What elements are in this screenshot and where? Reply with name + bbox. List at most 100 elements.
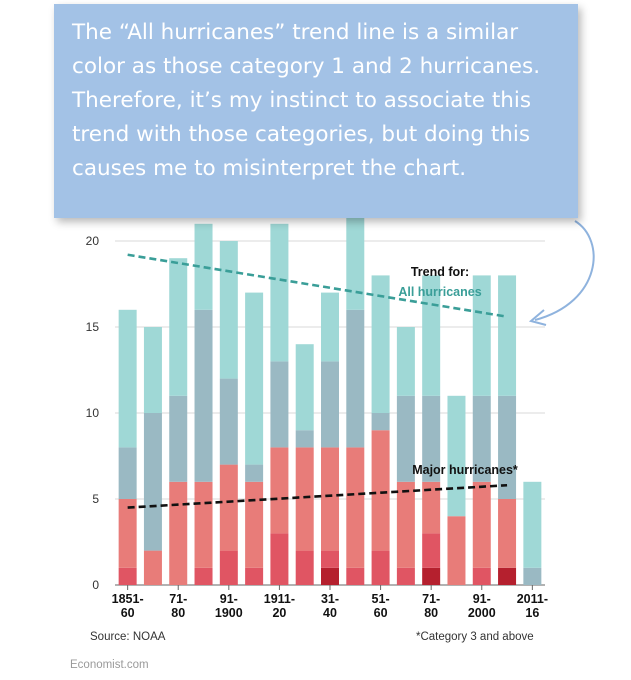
bar-segment xyxy=(219,241,238,379)
bar-segment xyxy=(472,567,491,585)
bar-segment xyxy=(321,567,339,585)
bar-segment xyxy=(143,327,162,413)
bar-segment xyxy=(447,395,466,517)
trend-label-all-hurricanes: All hurricanes xyxy=(398,285,481,299)
bar-segment xyxy=(194,223,213,310)
bar-segment xyxy=(270,361,289,448)
bar-segment xyxy=(321,292,339,362)
bar-segment xyxy=(498,499,517,568)
x-tick-label: 60 xyxy=(374,606,388,620)
callout-text: The “All hurricanes” trend line is a sim… xyxy=(72,20,541,181)
bar-segment xyxy=(295,447,314,551)
y-axis-labels: 0 5 10 15 20 xyxy=(86,234,100,592)
bar-segment xyxy=(143,550,162,585)
x-tick-label: 80 xyxy=(171,606,185,620)
bar-segment xyxy=(422,395,441,482)
bar-segment xyxy=(523,481,542,568)
bar-segment xyxy=(245,481,264,568)
bar-segment xyxy=(498,567,517,585)
bar-segment xyxy=(295,344,314,431)
bar-segment xyxy=(295,430,314,448)
bar-segment xyxy=(472,275,491,396)
bar-segment xyxy=(472,481,491,568)
bar-segment xyxy=(396,395,415,482)
bar-segment xyxy=(371,275,390,413)
x-tick-label: 2000 xyxy=(468,606,496,620)
bar-segment xyxy=(498,275,517,396)
y-tick-label: 10 xyxy=(86,406,100,420)
bar-segment xyxy=(346,447,365,568)
bar-segment xyxy=(523,567,542,585)
bar-segment xyxy=(219,464,238,551)
bar-segment xyxy=(194,567,213,585)
x-tick-label: 2011- xyxy=(517,592,548,606)
bar-segment xyxy=(194,309,213,482)
x-tick-label: 31- xyxy=(321,592,339,606)
bar-segment xyxy=(346,206,365,310)
bar-segment xyxy=(270,223,289,362)
bar-segment xyxy=(169,481,188,585)
bar-segment xyxy=(321,447,339,551)
x-tick-label: 1900 xyxy=(215,606,243,620)
bar-segment xyxy=(472,395,491,482)
x-tick-label: 1851- xyxy=(112,592,144,606)
y-tick-label: 0 xyxy=(92,578,99,592)
x-tick-label: 40 xyxy=(323,606,337,620)
x-tick-label: 1911- xyxy=(264,592,295,606)
x-tick-label: 91- xyxy=(473,592,491,606)
bar-segment xyxy=(143,413,162,551)
bar-segment xyxy=(371,413,390,431)
trend-label-prefix: Trend for: xyxy=(411,265,469,279)
bar-segment xyxy=(396,567,415,585)
x-tick-label: 51- xyxy=(372,592,390,606)
bar-segment xyxy=(371,430,390,551)
bar-segment xyxy=(346,567,365,585)
bar-segment xyxy=(396,481,415,568)
callout-arrow xyxy=(534,220,595,321)
source-note: Source: NOAA xyxy=(90,631,166,643)
x-tick-label: 60 xyxy=(121,606,135,620)
trend-label-major-hurricanes: Major hurricanes* xyxy=(412,463,518,477)
bar-segment xyxy=(447,516,466,585)
bar-segment xyxy=(245,567,264,585)
callout-arrowhead xyxy=(528,309,547,326)
x-tick-label: 91- xyxy=(220,592,238,606)
bar-segment xyxy=(219,378,238,465)
bar-segment xyxy=(169,258,188,396)
bar-segment xyxy=(270,533,289,585)
y-tick-label: 20 xyxy=(86,234,100,248)
bar-segment xyxy=(194,481,213,568)
bars xyxy=(118,206,542,585)
bar-segment xyxy=(422,567,441,585)
bar-segment xyxy=(118,309,137,448)
x-tick-label: 16 xyxy=(525,606,539,620)
bar-segment xyxy=(396,327,415,396)
category-footnote: *Category 3 and above xyxy=(416,631,534,643)
trend-line xyxy=(127,253,508,318)
x-tick-label: 71- xyxy=(422,592,440,606)
economist-credit: Economist.com xyxy=(70,659,149,671)
trend-lines xyxy=(127,253,508,509)
bar-segment xyxy=(169,395,188,482)
bar-segment xyxy=(295,550,314,585)
x-tick-label: 71- xyxy=(169,592,187,606)
bar-segment xyxy=(118,499,137,568)
y-tick-label: 5 xyxy=(92,492,99,506)
x-tick-label: 20 xyxy=(272,606,286,620)
bar-segment xyxy=(118,567,137,585)
bar-segment xyxy=(321,550,339,568)
y-tick-label: 15 xyxy=(86,320,100,334)
bar-segment xyxy=(346,309,365,448)
bar-segment xyxy=(422,481,441,534)
trend-line xyxy=(127,483,508,509)
bar-segment xyxy=(321,361,339,448)
bar-segment xyxy=(422,533,441,568)
bar-segment xyxy=(270,447,289,534)
bar-segment xyxy=(219,550,238,585)
bar-segment xyxy=(498,395,517,499)
bar-segment xyxy=(371,550,390,585)
bar-segment xyxy=(118,447,137,499)
bar-segment xyxy=(245,292,264,465)
x-tick-label: 80 xyxy=(424,606,438,620)
